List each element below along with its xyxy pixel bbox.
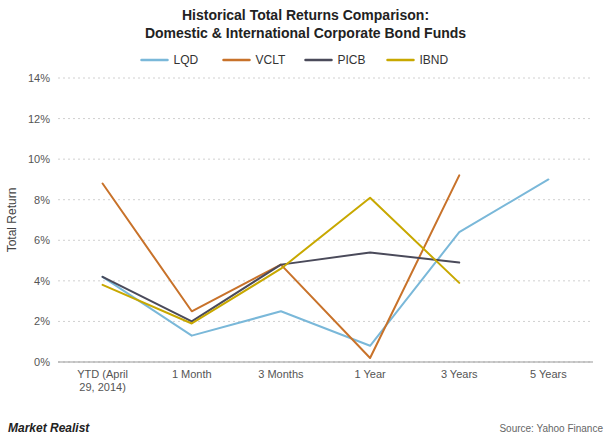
y-tick-label: 2% bbox=[34, 315, 50, 327]
x-axis-line bbox=[58, 362, 593, 363]
y-axis: 0% 2% 4% 6% 8% 10% 12% 14% bbox=[28, 72, 593, 368]
legend-label: LQD bbox=[174, 53, 199, 67]
x-tick-line: 1 Month bbox=[172, 368, 212, 380]
legend-label: VCLT bbox=[256, 53, 286, 67]
y-axis-label: Total Return bbox=[5, 188, 19, 253]
grid-line bbox=[58, 280, 593, 281]
legend: LQD VCLT PICB IBND bbox=[142, 53, 449, 67]
legend-swatch bbox=[224, 59, 250, 62]
x-tick-line: 3 Months bbox=[258, 368, 304, 380]
titles: Historical Total Returns Comparison: Dome… bbox=[145, 7, 466, 41]
chart: Historical Total Returns Comparison: Dome… bbox=[0, 0, 611, 440]
x-tick-line: 5 Years bbox=[530, 368, 567, 380]
grid-line bbox=[58, 159, 593, 160]
legend-label: IBND bbox=[420, 53, 449, 67]
subtitle: Domestic & International Corporate Bond … bbox=[145, 25, 466, 41]
lines bbox=[103, 175, 549, 358]
series-line bbox=[103, 198, 460, 324]
page: {"chart_data": { "type": "line", "title"… bbox=[0, 0, 611, 440]
grid-line bbox=[58, 240, 593, 241]
x-tick-label: 3 Months bbox=[258, 368, 304, 380]
annotations: Market Realist Source: Yahoo Finance bbox=[8, 421, 603, 435]
y-tick-label: 8% bbox=[34, 194, 50, 206]
watermark: Market Realist bbox=[8, 421, 90, 435]
grid-line bbox=[58, 78, 593, 79]
series-line bbox=[103, 175, 460, 358]
x-tick-line: 1 Year bbox=[354, 368, 386, 380]
series-line bbox=[103, 252, 460, 321]
x-tick-line: YTD (April bbox=[77, 368, 128, 380]
series-line bbox=[103, 179, 549, 345]
x-tick-label: 5 Years bbox=[530, 368, 567, 380]
x-tick-label: 3 Years bbox=[441, 368, 478, 380]
y-tick-label: 12% bbox=[28, 113, 50, 125]
x-tick-label: 1 Year bbox=[354, 368, 386, 380]
x-tick-line: 29, 2014) bbox=[79, 381, 125, 393]
legend-swatch bbox=[142, 59, 168, 62]
y-tick-label: 6% bbox=[34, 234, 50, 246]
legend-label: PICB bbox=[338, 53, 366, 67]
title: Historical Total Returns Comparison: bbox=[182, 7, 429, 23]
grid-line bbox=[58, 118, 593, 119]
grid-line bbox=[58, 362, 593, 363]
y-tick-label: 0% bbox=[34, 356, 50, 368]
source-note: Source: Yahoo Finance bbox=[499, 423, 603, 434]
grid-line bbox=[58, 321, 593, 322]
y-tick-label: 10% bbox=[28, 153, 50, 165]
y-tick-label: 4% bbox=[34, 275, 50, 287]
x-axis: YTD (April29, 2014) 1 Month 3 Months 1 Year… bbox=[77, 368, 567, 393]
x-tick-label: 1 Month bbox=[172, 368, 212, 380]
x-tick-label: YTD (April29, 2014) bbox=[77, 368, 128, 393]
x-tick-line: 3 Years bbox=[441, 368, 478, 380]
legend-swatch bbox=[306, 59, 332, 62]
legend-swatch bbox=[388, 59, 414, 62]
y-tick-label: 14% bbox=[28, 72, 50, 84]
